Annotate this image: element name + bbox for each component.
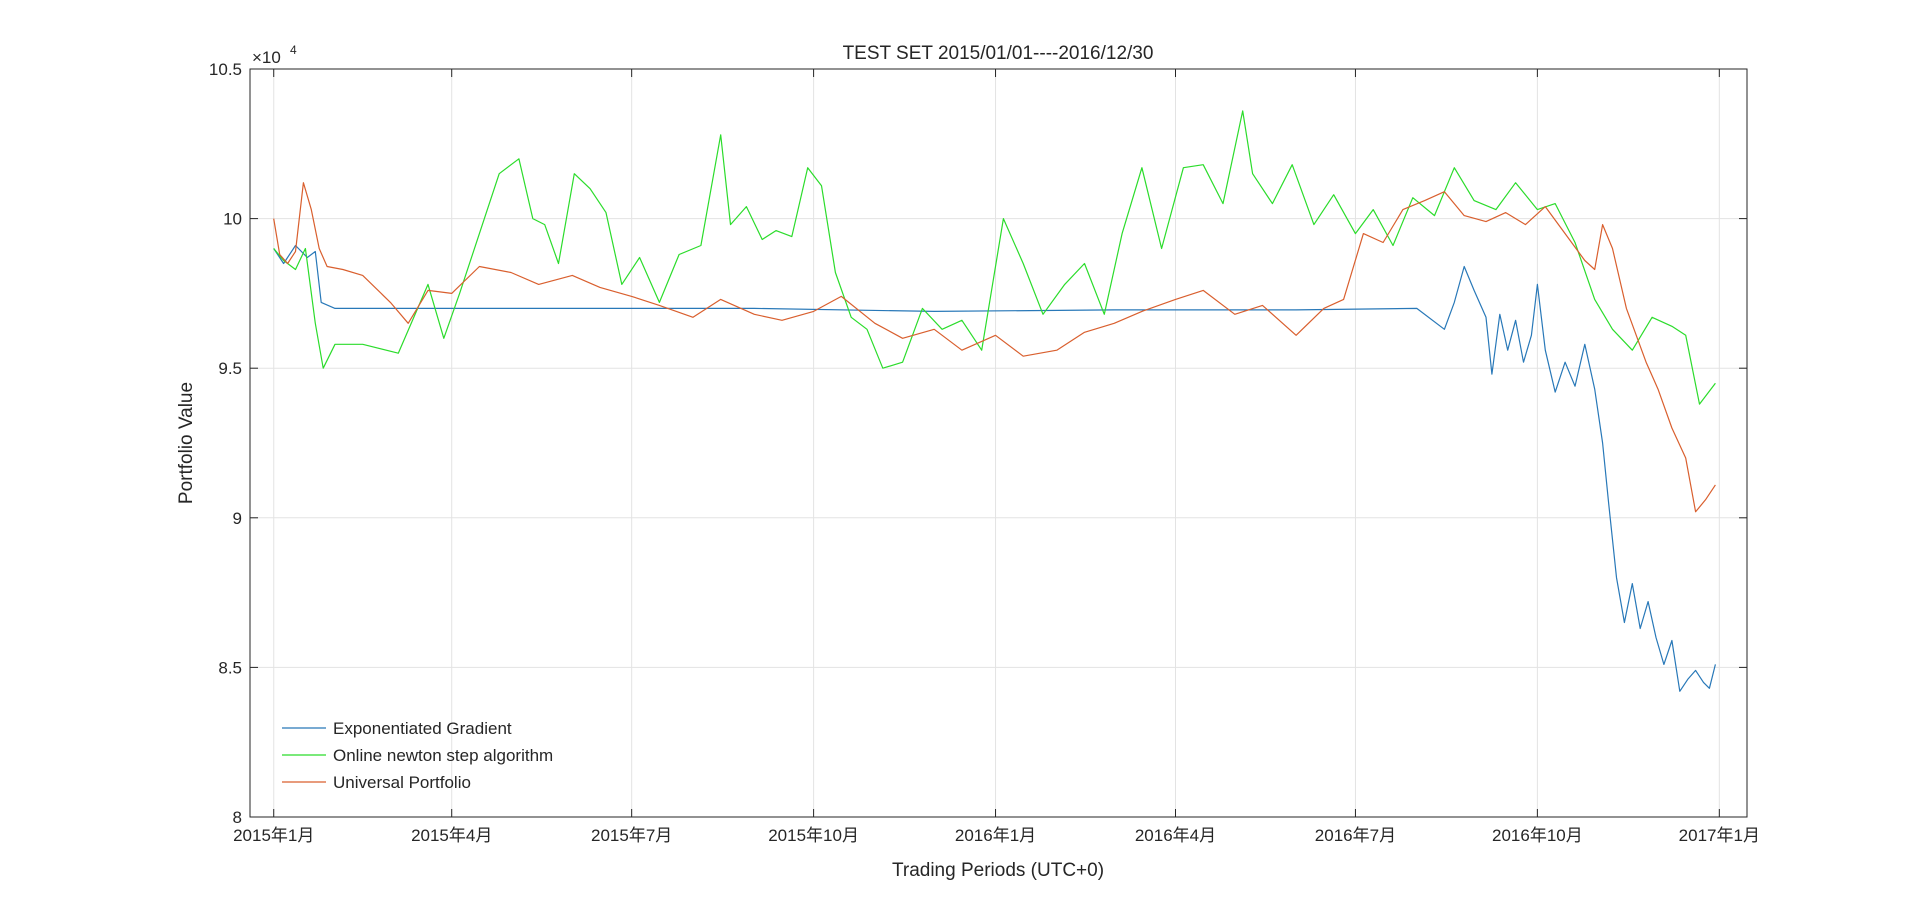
x-tick-label: 2015年1月 [233,826,314,845]
legend-label-universal-portfolio: Universal Portfolio [333,773,471,792]
y-axis-label: Portfolio Value [176,382,197,504]
legend-label-online-newton-step: Online newton step algorithm [333,746,553,765]
legend-label-exponentiated-gradient: Exponentiated Gradient [333,719,512,738]
y-exponent-base: ×10 [252,48,281,67]
series-exponentiated-gradient [273,244,1716,692]
y-exponent-power: 4 [290,43,297,57]
y-tick-label: 8.5 [218,658,242,677]
series-lines [273,110,1716,692]
x-tick-label: 2016年4月 [1135,826,1216,845]
x-tick-label: 2015年4月 [411,826,492,845]
x-tick-label: 2016年7月 [1315,826,1396,845]
plot-frame [249,68,1748,818]
x-tick-label: 2015年10月 [768,826,859,845]
legend: Exponentiated Gradient Online newton ste… [282,719,553,792]
x-tick-label: 2015年7月 [591,826,672,845]
series-online-newton-step [273,110,1716,405]
y-tick-label: 9.5 [218,359,242,378]
x-axis-label: Trading Periods (UTC+0) [892,860,1104,881]
y-tick-label: 9 [233,509,242,528]
chart-title: TEST SET 2015/01/01----2016/12/30 [843,43,1154,64]
y-tick-label: 10.5 [209,60,242,79]
x-tick-label: 2016年10月 [1492,826,1583,845]
x-axis: 2015年1月 2015年4月 2015年7月 2015年10月 2016年1月 2016… [233,69,1760,845]
x-tick-label: 2017年1月 [1679,826,1760,845]
x-tick-label: 2016年1月 [955,826,1036,845]
y-tick-label: 8 [233,808,242,827]
y-axis: 8 8.5 9 9.5 10 10.5 [209,60,1747,827]
series-universal-portfolio [273,182,1716,513]
y-tick-label: 10 [223,210,242,229]
plot-area [250,69,1747,817]
